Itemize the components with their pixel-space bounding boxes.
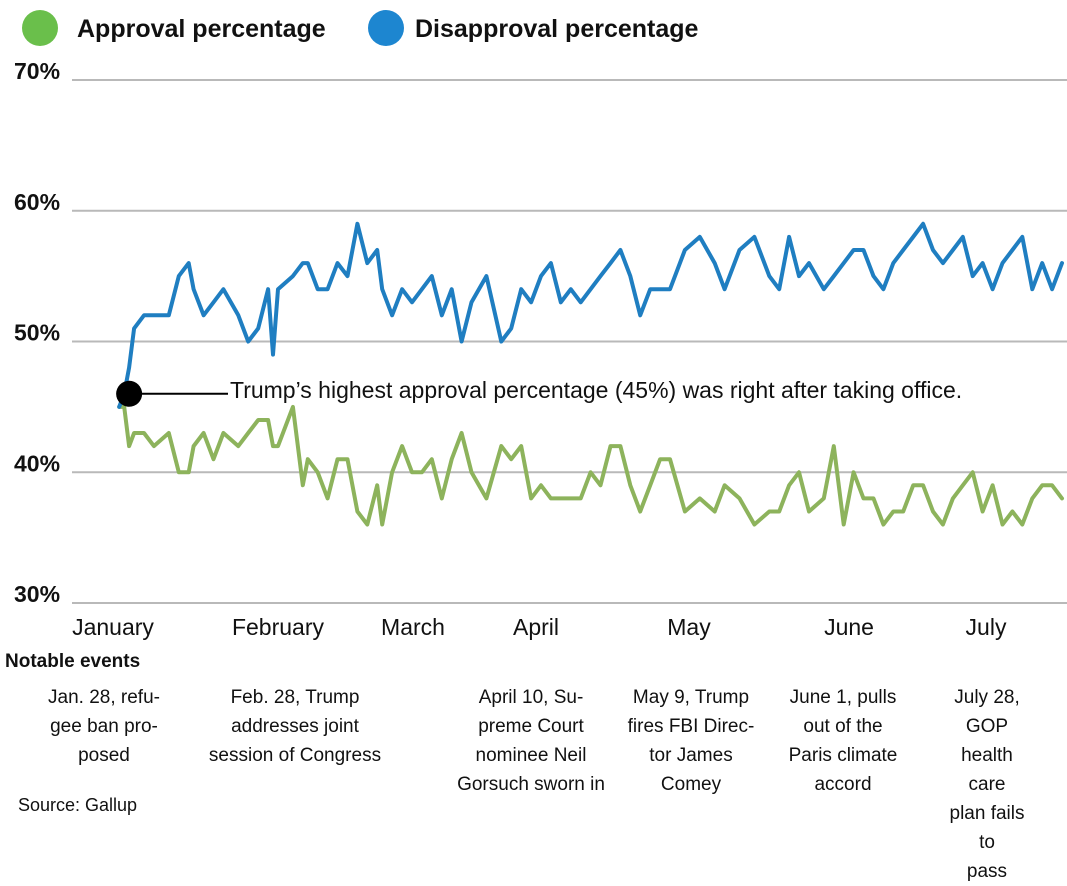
month-label: July (966, 614, 1007, 640)
approval-chart: Approval percentage Disapproval percenta… (14, 10, 1067, 640)
month-label: January (72, 614, 154, 640)
y-tick-label: 50% (14, 320, 60, 346)
annotation: Trump’s highest approval percentage (45%… (116, 377, 962, 407)
series-lines (117, 221, 1064, 527)
grid (72, 79, 1067, 604)
annotation-text: Trump’s highest approval percentage (45%… (230, 377, 962, 403)
event-item: July 28, GOP health care plan fails to p… (949, 687, 1025, 882)
month-label: June (824, 614, 874, 640)
y-tick-label: 60% (14, 189, 60, 215)
y-tick-label: 30% (14, 581, 60, 607)
legend-disapproval-label: Disapproval percentage (415, 15, 699, 43)
annotation-marker (116, 380, 143, 407)
event-item: April 10, Su- preme Court nominee Neil G… (457, 687, 605, 795)
disapproval-line (117, 221, 1064, 409)
event-item: May 9, Trump fires FBI Direc- tor James … (627, 687, 755, 795)
approval-line (117, 404, 1064, 527)
legend-disapproval-swatch (368, 10, 404, 46)
y-tick-labels: 30% 40% 50% 60% 70% (14, 58, 60, 607)
legend: Approval percentage Disapproval percenta… (22, 10, 699, 46)
month-labels: January February March April May June July (72, 614, 1007, 640)
month-label: May (667, 614, 711, 640)
source-note: Source: Gallup (18, 795, 138, 815)
events-heading: Notable events (5, 651, 141, 672)
month-label: March (381, 614, 445, 640)
legend-approval-swatch (22, 10, 58, 46)
event-item: Feb. 28, Trump addresses joint session o… (208, 687, 382, 766)
event-item: Jan. 28, refu- gee ban pro- posed (48, 687, 160, 766)
y-tick-label: 40% (14, 450, 60, 476)
y-tick-label: 70% (14, 58, 60, 84)
legend-approval-label: Approval percentage (77, 15, 326, 43)
month-label: February (232, 614, 325, 640)
month-label: April (513, 614, 559, 640)
event-item: June 1, pulls out of the Paris climate a… (788, 687, 898, 795)
